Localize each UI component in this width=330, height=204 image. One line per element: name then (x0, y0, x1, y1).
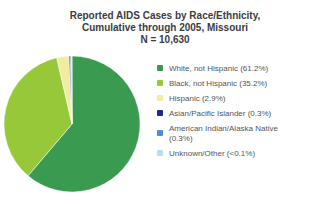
svg-text:Black, not Hispanic (35.2%): Black, not Hispanic (35.2%) (169, 79, 268, 88)
svg-text:American Indian/Alaska Native: American Indian/Alaska Native (169, 124, 278, 133)
svg-text:N = 10,630: N = 10,630 (140, 34, 190, 45)
svg-text:Hispanic (2.9%): Hispanic (2.9%) (169, 94, 226, 103)
svg-text:Asian/Pacific Islander (0.3%): Asian/Pacific Islander (0.3%) (169, 109, 272, 118)
svg-text:Cumulative through 2005, Misso: Cumulative through 2005, Missouri (82, 22, 248, 33)
svg-text:White, not Hispanic (61.2%): White, not Hispanic (61.2%) (169, 64, 268, 73)
svg-text:Unknown/Other (<0.1%): Unknown/Other (<0.1%) (169, 149, 255, 158)
svg-text:Reported AIDS Cases by Race/Et: Reported AIDS Cases by Race/Ethnicity, (70, 10, 261, 21)
svg-text:(0.3%): (0.3%) (169, 134, 193, 143)
